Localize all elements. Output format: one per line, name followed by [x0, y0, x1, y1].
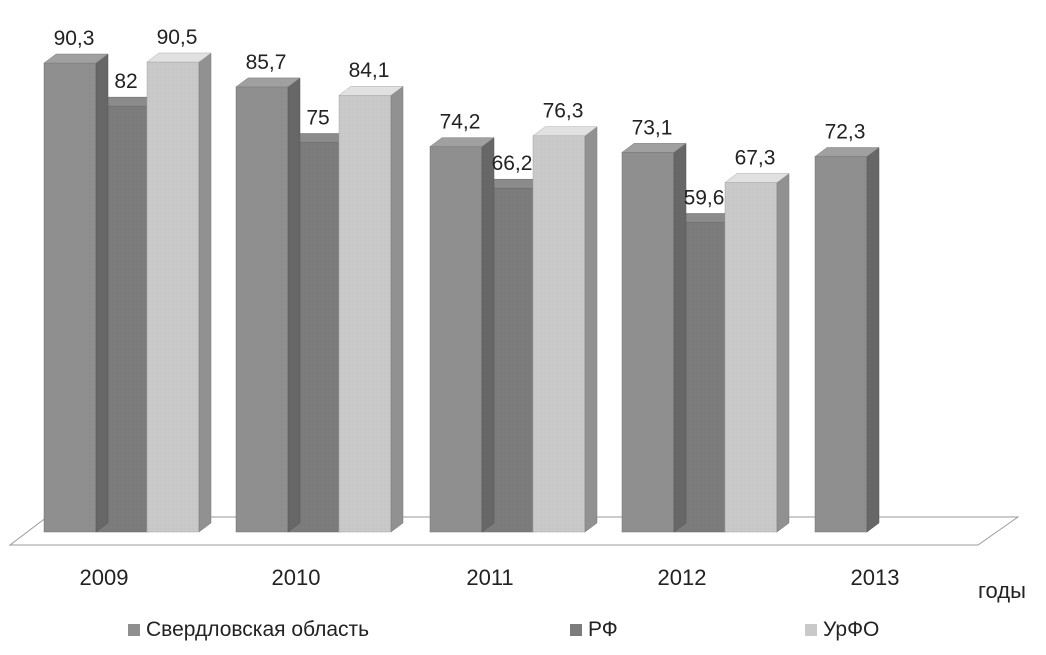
bar-2009-series-0 [43, 53, 109, 533]
data-label-2009-series-1: 82 [114, 70, 137, 93]
data-label-2012-series-2: 67,3 [735, 146, 776, 169]
x-tick-label-2011: 2011 [466, 565, 513, 590]
bar-2013-series-0 [814, 147, 880, 533]
legend-label: Свердловская область [146, 618, 370, 641]
legend-label: УрФО [823, 618, 880, 641]
data-label-2009-series-0: 90,3 [54, 27, 95, 50]
data-label-2011-series-0: 74,2 [440, 111, 481, 134]
legend: Свердловская область РФ УрФО [0, 618, 1046, 652]
bar-2012-series-2 [724, 172, 790, 533]
data-label-2010-series-2: 84,1 [349, 59, 390, 82]
x-tick-label-2009: 2009 [80, 565, 129, 590]
data-label-2011-series-1: 66,2 [492, 152, 533, 175]
data-label-2012-series-1: 59,6 [684, 186, 725, 209]
data-labels-layer: 82 90,3 90,5 75 85,7 84,1 66,2 74,2 76,3 59,6 73,1… [54, 26, 866, 209]
x-axis-title: годы [978, 578, 1026, 603]
data-label-2010-series-0: 85,7 [246, 51, 287, 74]
bar-2010-series-0 [235, 77, 301, 533]
x-tick-label-2010: 2010 [272, 565, 321, 590]
bar-2010-series-2 [338, 85, 404, 533]
legend-swatch [128, 624, 140, 636]
legend-item-2: УрФО [805, 618, 879, 642]
data-label-2010-series-1: 75 [306, 106, 329, 129]
legend-label: РФ [588, 618, 618, 641]
bar-2012-series-0 [621, 142, 687, 533]
x-tick-label-2012: 2012 [658, 565, 707, 590]
bar-2009-series-2 [146, 52, 212, 533]
legend-item-1: РФ [570, 618, 618, 642]
data-label-2009-series-2: 90,5 [157, 26, 198, 49]
x-axis: 2009 2010 2011 2012 2013 [80, 565, 900, 590]
data-label-2011-series-2: 76,3 [543, 100, 584, 123]
x-tick-label-2013: 2013 [851, 565, 900, 590]
legend-item-0: Свердловская область [128, 618, 369, 642]
bars-layer [43, 52, 880, 533]
bar-2011-series-0 [429, 137, 495, 533]
data-label-2013-series-0: 72,3 [825, 121, 866, 144]
legend-swatch [570, 624, 582, 636]
bar-2011-series-2 [532, 126, 598, 533]
data-label-2012-series-0: 73,1 [632, 116, 673, 139]
legend-swatch [805, 624, 817, 636]
